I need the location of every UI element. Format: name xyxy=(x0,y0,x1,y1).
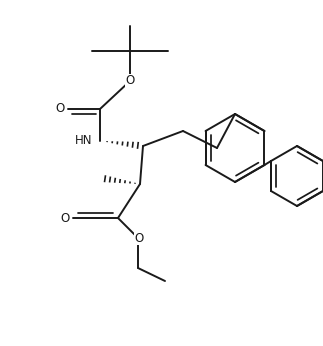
Text: O: O xyxy=(134,231,144,245)
Text: O: O xyxy=(125,74,135,88)
Text: O: O xyxy=(55,102,65,116)
Text: HN: HN xyxy=(75,135,92,147)
Text: O: O xyxy=(60,211,70,225)
